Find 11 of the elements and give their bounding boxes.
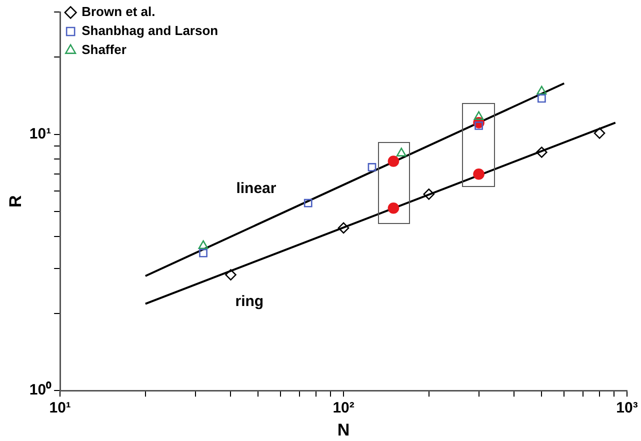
x-axis-title: N (337, 420, 350, 440)
x-tick-label: 10¹ (49, 400, 71, 417)
x-tick-label: 10² (332, 400, 354, 417)
annotation: ring (235, 292, 264, 310)
legend-label: Shaffer (82, 42, 126, 58)
x-tick-label: 10³ (616, 400, 638, 417)
legend-label: Brown et al. (82, 4, 156, 20)
y-axis-title: R (6, 195, 25, 208)
annotation: linear (236, 180, 276, 197)
y-tick-label: 10⁰ (29, 380, 52, 399)
legend-label: Shanbhag and Larson (82, 23, 218, 38)
